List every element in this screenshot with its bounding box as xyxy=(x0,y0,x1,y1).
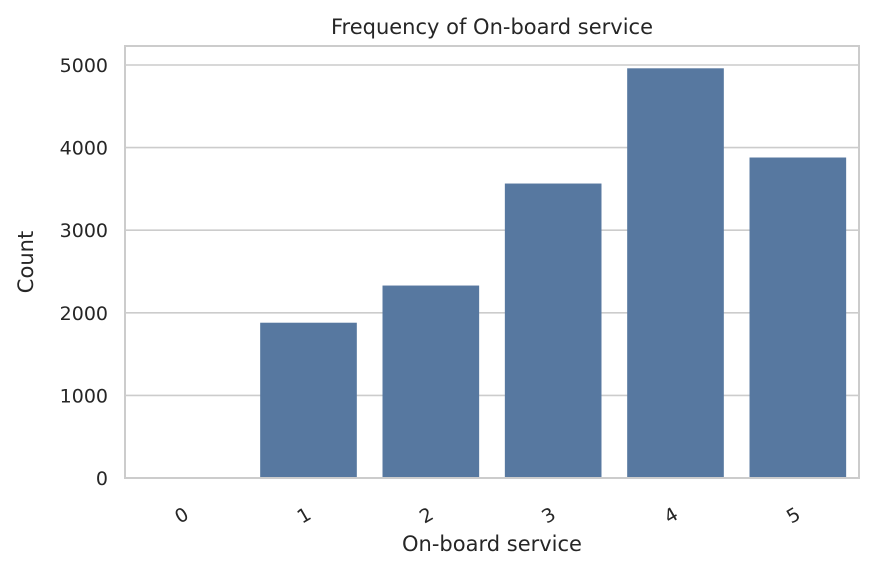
bars xyxy=(137,68,847,479)
bar-4 xyxy=(627,68,724,479)
y-tick-label-0: 0 xyxy=(96,468,108,490)
y-axis-label: Count xyxy=(14,231,38,293)
y-tick-label-3000: 3000 xyxy=(60,220,108,242)
axes-frame xyxy=(124,45,860,479)
bar-3 xyxy=(504,183,602,478)
y-tick-label-4000: 4000 xyxy=(60,138,108,160)
bar-5 xyxy=(749,157,847,479)
plot-frame xyxy=(124,45,860,479)
chart-title: Frequency of On-board service xyxy=(331,15,653,39)
y-tick-label-5000: 5000 xyxy=(60,55,108,77)
y-tick-label-1000: 1000 xyxy=(60,385,108,407)
y-tick-label-2000: 2000 xyxy=(60,303,108,325)
x-axis-label: On-board service xyxy=(402,532,582,556)
y-tick-labels: 0 1000 2000 3000 4000 5000 xyxy=(60,55,108,490)
bar-1 xyxy=(260,322,357,478)
bar-2 xyxy=(382,285,480,478)
